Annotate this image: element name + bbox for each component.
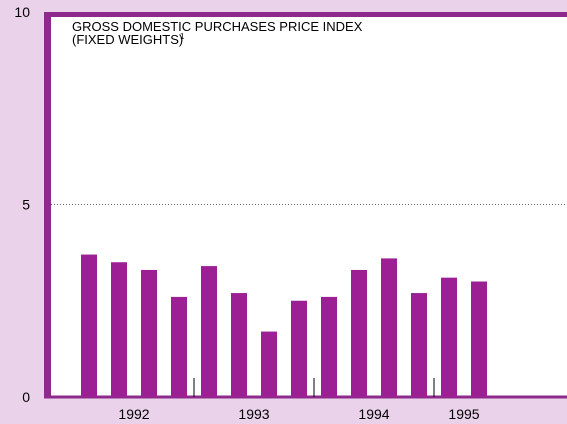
- bar: [81, 254, 97, 397]
- bar: [291, 300, 307, 397]
- bar: [381, 258, 397, 397]
- bar: [351, 269, 367, 397]
- x-tick-label: 1995: [448, 406, 479, 422]
- y-tick-label: 0: [22, 389, 30, 405]
- bar: [321, 296, 337, 397]
- chart-title: (FIXED WEIGHTS): [72, 32, 183, 47]
- x-tick-label: 1994: [358, 406, 389, 422]
- bar: [441, 277, 457, 397]
- x-tick-label: 1992: [118, 406, 149, 422]
- left-frame: [44, 12, 51, 397]
- bar: [141, 269, 157, 397]
- footnote-mark: 1: [180, 32, 185, 41]
- bar: [111, 262, 127, 397]
- bar: [471, 281, 487, 397]
- bar: [171, 296, 187, 397]
- chart-title: GROSS DOMESTIC PURCHASES PRICE INDEX: [72, 19, 363, 34]
- bar: [201, 266, 217, 397]
- top-frame: [44, 12, 567, 17]
- x-tick-label: 1993: [238, 406, 269, 422]
- bar: [411, 293, 427, 397]
- y-tick-label: 5: [22, 197, 30, 213]
- y-tick-label: 10: [14, 4, 30, 20]
- bar: [231, 293, 247, 397]
- bar: [261, 331, 277, 397]
